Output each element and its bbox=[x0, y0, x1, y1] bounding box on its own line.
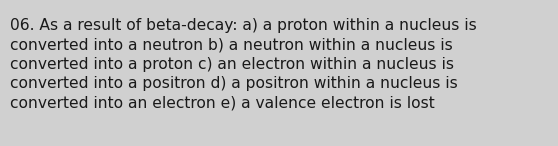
Text: 06. As a result of beta-decay: a) a proton within a nucleus is
converted into a : 06. As a result of beta-decay: a) a prot… bbox=[10, 18, 477, 111]
